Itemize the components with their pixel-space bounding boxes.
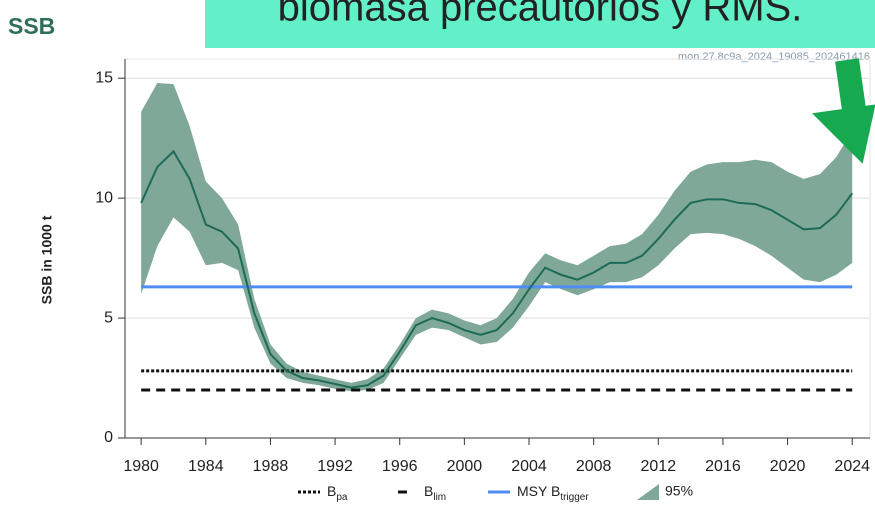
y-tick-label: 0 (104, 429, 113, 446)
legend-label-main: B (424, 483, 433, 499)
x-tick-label: 2020 (770, 458, 806, 475)
legend-label: 95% (665, 483, 693, 499)
y-tick-label: 5 (104, 309, 113, 326)
logo: SSB (8, 13, 55, 39)
legend-label: MSY Btrigger (517, 483, 589, 503)
legend-label-sub: pa (336, 492, 348, 503)
y-axis-label: SSB in 1000 t (39, 215, 55, 304)
legend-swatch (637, 484, 659, 500)
x-tick-label: 2012 (641, 458, 677, 475)
legend-label-sub: trigger (560, 492, 589, 503)
x-tick-label: 2000 (447, 458, 483, 475)
legend-label: Bpa (327, 483, 348, 503)
plot: 0 5 10 15 1980 1984 1988 1992 1996 2000 2004 2008 20… (95, 58, 871, 475)
x-tick-label: 2004 (511, 458, 547, 475)
x-tick-label: 2024 (834, 458, 870, 475)
legend-label-sub: lim (433, 492, 446, 503)
x-tick-label: 2008 (576, 458, 612, 475)
arrow (812, 58, 875, 164)
confidence-band (141, 82, 853, 392)
y-tick-label: 10 (95, 189, 113, 206)
x-tick-label: 1980 (123, 458, 159, 475)
watermark: mon.27.8c9a_2024_19085_202461416 (678, 51, 870, 63)
legend-label-main: MSY B (517, 483, 560, 499)
x-tick-label: 1996 (382, 458, 418, 475)
legend: Bpa Blim MSY Btrigger 95% (298, 483, 693, 503)
x-tick-label: 2016 (705, 458, 741, 475)
legend-label-main: B (327, 483, 336, 499)
ssb-line (140, 149, 854, 389)
banner (205, 0, 875, 48)
banner-text: biomasa precautorios y RMS. (278, 0, 803, 30)
x-tick-label: 1988 (253, 458, 289, 475)
legend-label: Blim (424, 483, 446, 503)
x-tick-label: 1984 (188, 458, 224, 475)
x-tick-label: 1992 (317, 458, 353, 475)
y-tick-label: 15 (95, 69, 113, 86)
